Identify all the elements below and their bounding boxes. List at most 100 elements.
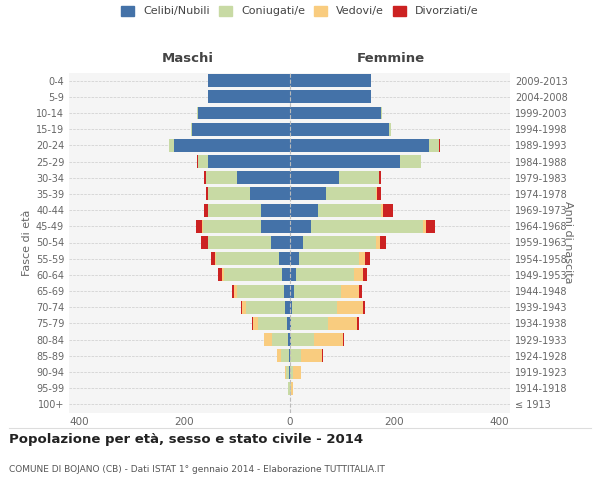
Bar [365,252,370,265]
Bar [208,188,250,200]
Bar [258,317,287,330]
Bar [174,139,290,152]
Bar [376,236,380,249]
Bar [290,301,292,314]
Bar [237,172,290,184]
Y-axis label: Fasce di età: Fasce di età [22,210,32,276]
Bar [290,188,326,200]
Bar [299,252,359,265]
Bar [290,122,389,136]
Bar [279,252,290,265]
Bar [205,172,237,184]
Bar [341,284,359,298]
Bar [218,268,222,281]
Bar [377,188,381,200]
Text: Popolazione per età, sesso e stato civile - 2014: Popolazione per età, sesso e stato civil… [9,432,363,446]
Bar [380,236,386,249]
Bar [288,333,290,346]
Bar [363,268,367,281]
Bar [277,350,281,362]
Bar [322,350,323,362]
Bar [302,236,376,249]
Bar [290,236,302,249]
Bar [260,220,290,233]
Bar [426,220,436,233]
Bar [337,301,363,314]
Bar [289,382,290,394]
Bar [296,268,353,281]
Bar [311,220,424,233]
Bar [286,301,290,314]
Bar [353,268,363,281]
Bar [428,139,439,152]
Bar [389,122,391,136]
Bar [290,220,311,233]
Bar [290,317,291,330]
Bar [290,382,293,394]
Bar [290,90,371,104]
Bar [382,204,383,216]
Bar [208,155,290,168]
Bar [290,204,319,216]
Text: Femmine: Femmine [357,52,425,65]
Bar [196,220,202,233]
Bar [294,284,341,298]
Bar [216,252,279,265]
Bar [260,204,290,216]
Bar [201,236,208,249]
Bar [208,236,271,249]
Bar [359,284,362,298]
Bar [246,301,286,314]
Bar [319,204,382,216]
Legend: Celibi/Nubili, Coniugati/e, Vedovi/e, Divorziati/e: Celibi/Nubili, Coniugati/e, Vedovi/e, Di… [121,6,479,16]
Bar [169,139,174,152]
Bar [197,155,208,168]
Bar [291,317,328,330]
Bar [208,74,290,87]
Bar [400,155,421,168]
Bar [290,333,314,346]
Bar [363,301,365,314]
Bar [287,317,290,330]
Bar [193,122,290,136]
Bar [293,366,301,378]
Bar [290,268,296,281]
Bar [383,204,394,216]
Bar [215,252,216,265]
Y-axis label: Anni di nascita: Anni di nascita [563,201,573,283]
Bar [253,317,258,330]
Bar [424,220,426,233]
Bar [284,284,290,298]
Bar [290,74,371,87]
Bar [290,155,400,168]
Bar [224,268,281,281]
Bar [379,172,381,184]
Bar [242,301,246,314]
Bar [281,268,290,281]
Bar [191,122,193,136]
Text: Maschi: Maschi [162,52,214,65]
Bar [343,333,344,346]
Bar [272,333,288,346]
Bar [286,366,289,378]
Bar [271,236,290,249]
Bar [326,188,376,200]
Bar [301,350,322,362]
Bar [208,204,260,216]
Bar [290,350,301,362]
Bar [204,204,208,216]
Bar [250,188,290,200]
Bar [235,284,237,298]
Bar [281,350,289,362]
Bar [290,252,299,265]
Bar [359,252,365,265]
Bar [237,284,284,298]
Bar [265,333,272,346]
Bar [223,268,224,281]
Bar [203,220,260,233]
Bar [314,333,343,346]
Bar [285,366,286,378]
Bar [211,252,215,265]
Bar [290,106,382,120]
Bar [232,284,235,298]
